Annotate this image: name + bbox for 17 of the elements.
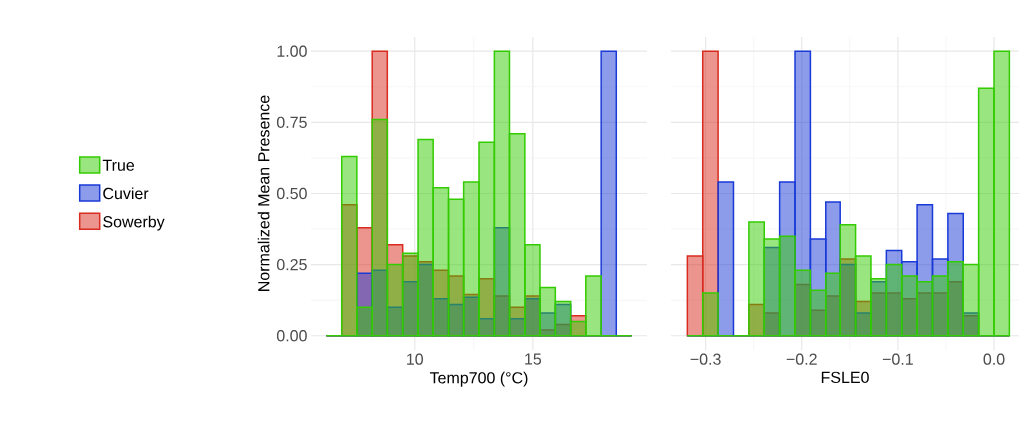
y-tick-label: 0.00 (276, 330, 307, 342)
y-tick-label: 0.25 (276, 258, 307, 271)
x-tick-label: 15 (525, 353, 542, 365)
x-tick-label: 10 (407, 353, 423, 365)
y-tick-label: 0.75 (276, 116, 307, 129)
x-axis-title: FSLE0 (821, 371, 869, 384)
legend-label: Sowerby (103, 215, 165, 231)
y-tick-label: 1.00 (277, 45, 307, 57)
x-tick-label: −0.3 (690, 353, 721, 365)
y-axis-title: Normalized Mean Presence (257, 95, 270, 291)
x-tick-label: −0.1 (882, 353, 913, 365)
legend-label: Cuvier (103, 187, 149, 200)
y-tick-label: 0.50 (276, 187, 307, 200)
legend-label: True (102, 159, 135, 171)
x-axis-title: Temp700 (°C) (429, 371, 528, 387)
x-tick-label: 0.0 (983, 353, 1005, 365)
x-tick-label: −0.2 (786, 353, 817, 365)
